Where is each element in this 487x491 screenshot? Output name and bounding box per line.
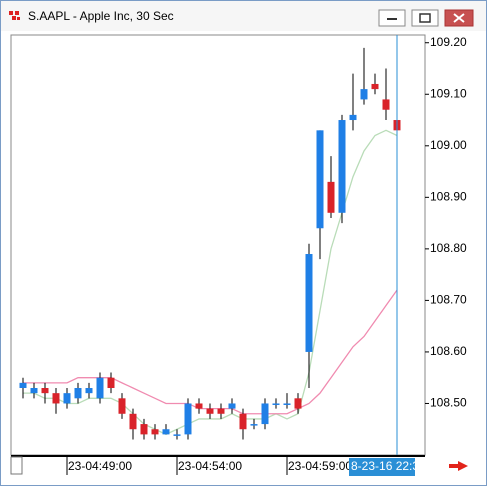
y-tick-label: 108.50	[430, 396, 467, 410]
candle-body	[85, 388, 93, 394]
candle-body	[41, 388, 49, 394]
y-tick-label: 109.00	[430, 138, 467, 152]
candle-body	[107, 377, 115, 389]
candle-body	[206, 408, 214, 414]
candle-body	[250, 424, 258, 426]
candle-body	[382, 99, 390, 110]
candle-body	[294, 398, 302, 409]
candle-body	[129, 413, 137, 430]
x-tick-label: 23-04:49:00	[68, 459, 132, 473]
candle-body	[30, 388, 38, 394]
candle-body	[52, 393, 60, 404]
candle-body	[184, 403, 192, 435]
candle-body	[272, 403, 280, 405]
candle-body	[228, 403, 236, 409]
candle-body	[316, 130, 324, 229]
candle-body	[63, 393, 71, 404]
candle-body	[371, 83, 379, 90]
close-button[interactable]	[444, 9, 474, 27]
y-tick-label: 109.10	[430, 86, 467, 100]
candle-body	[195, 403, 203, 409]
candle-body	[140, 424, 148, 435]
minimize-button[interactable]	[378, 9, 406, 27]
candle-body	[305, 254, 313, 352]
candle-body	[151, 429, 159, 435]
candle-body	[239, 413, 247, 430]
candle-body	[74, 388, 82, 399]
candle-body	[349, 114, 357, 121]
window-title: S.AAPL - Apple Inc, 30 Sec	[28, 9, 174, 23]
candle-body	[261, 403, 269, 425]
plot-area	[10, 34, 426, 456]
y-tick-label: 108.80	[430, 241, 467, 255]
candle-body	[19, 382, 27, 389]
x-tick-label: 23-04:54:00	[178, 459, 242, 473]
candle-body	[283, 403, 291, 405]
candle-body	[118, 398, 126, 414]
scroll-thumb[interactable]	[10, 456, 23, 475]
x-tick-label: 23-04:59:00	[288, 459, 352, 473]
candle-body	[360, 89, 368, 100]
candle-body	[217, 408, 225, 414]
cursor-label-bg	[349, 458, 415, 476]
candle-body	[173, 434, 181, 436]
maximize-button[interactable]	[411, 9, 439, 27]
app-icon	[9, 11, 20, 20]
candle-body	[338, 120, 346, 213]
cursor-label: 8-23-16 22:34:00	[351, 459, 443, 473]
candle-body	[162, 429, 170, 435]
scroll-right-arrow[interactable]	[449, 461, 468, 471]
y-tick-label: 108.90	[430, 190, 467, 204]
candle-body	[327, 181, 335, 213]
y-tick-label: 109.20	[430, 35, 467, 49]
y-tick-label: 108.70	[430, 293, 467, 307]
y-tick-label: 108.60	[430, 344, 467, 358]
candle-body	[96, 377, 104, 399]
